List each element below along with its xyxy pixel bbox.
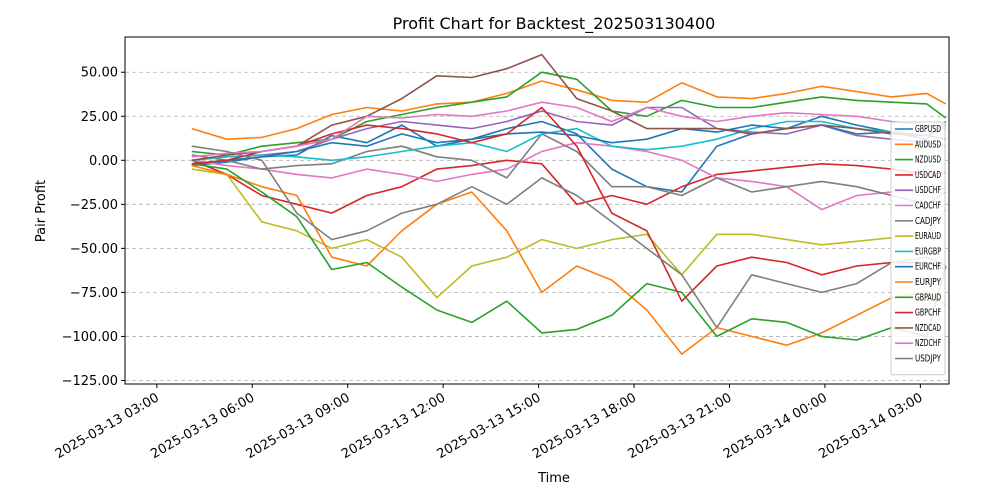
series-line-eurgbp bbox=[191, 120, 946, 162]
x-tick-label: 2025-03-13 12:00 bbox=[339, 390, 448, 462]
legend-label: NZDUSD bbox=[915, 155, 941, 166]
legend-label: USDCAD bbox=[915, 170, 941, 181]
y-tick-label: −25.00 bbox=[70, 198, 118, 213]
legend-label: EURJPY bbox=[915, 277, 942, 288]
legend-label: GBPAUD bbox=[915, 292, 941, 303]
legend-label: CADCHF bbox=[915, 201, 941, 212]
x-tick-label: 2025-03-13 09:00 bbox=[244, 390, 353, 462]
y-tick-label: 0.00 bbox=[89, 154, 118, 169]
plot-frame bbox=[124, 36, 950, 385]
legend-label: AUDUSD bbox=[915, 139, 941, 150]
legend-label: EURGBP bbox=[915, 246, 941, 257]
legend-label: NZDCAD bbox=[915, 323, 941, 334]
series-line-eurjpy bbox=[191, 164, 947, 355]
legend-label: CADJPY bbox=[915, 216, 942, 227]
series-line-usdjpy bbox=[191, 145, 947, 329]
series-line-usdcad bbox=[191, 159, 946, 214]
series-line-nzdusd bbox=[191, 71, 947, 156]
series-line-eurchf bbox=[191, 124, 947, 165]
series-line-audusd bbox=[191, 80, 947, 140]
y-tick-label: −75.00 bbox=[70, 286, 118, 301]
legend: GBPUSD AUDUSD NZDUSD USDCAD USDCHF CADCHF CADJ… bbox=[890, 121, 946, 376]
legend-label: GBPCHF bbox=[915, 308, 941, 319]
series-line-gbpaud bbox=[191, 163, 947, 341]
series-line-euraud bbox=[191, 168, 947, 299]
y-axis-ticks: 50.00 25.00 0.00 −25.00 −50.00 −75.00 −100.00 −… bbox=[62, 66, 125, 389]
x-axis-title: Time bbox=[537, 471, 570, 486]
legend-label: USDCHF bbox=[915, 185, 941, 196]
series-line-nzdcad bbox=[191, 53, 946, 162]
legend-label: GBPUSD bbox=[915, 124, 941, 135]
y-tick-label: −125.00 bbox=[62, 374, 118, 389]
series-line-cadchf bbox=[191, 141, 946, 211]
legend-label: NZDCHF bbox=[915, 338, 941, 349]
legend-label: EURAUD bbox=[915, 231, 941, 242]
x-tick-label: 2025-03-13 21:00 bbox=[626, 390, 735, 462]
x-tick-label: 2025-03-13 18:00 bbox=[530, 390, 639, 462]
legend-label: EURCHF bbox=[915, 262, 941, 273]
y-tick-label: −100.00 bbox=[62, 330, 118, 345]
y-tick-label: −50.00 bbox=[70, 242, 118, 257]
legend-box bbox=[890, 121, 946, 376]
series-line-nzdchf bbox=[191, 101, 946, 158]
series-line-cadjpy bbox=[191, 133, 947, 206]
plot-area bbox=[125, 37, 949, 384]
y-tick-label: 25.00 bbox=[81, 110, 118, 125]
x-tick-label: 2025-03-13 03:00 bbox=[53, 390, 162, 462]
series-line-gbpchf bbox=[191, 106, 947, 303]
legend-label: USDJPY bbox=[915, 354, 942, 365]
chart-title: Profit Chart for Backtest_202503130400 bbox=[393, 14, 716, 34]
x-tick-label: 2025-03-14 00:00 bbox=[721, 390, 830, 462]
y-axis-title: Pair Profit bbox=[34, 180, 49, 242]
y-tick-label: 50.00 bbox=[81, 66, 118, 81]
x-tick-label: 2025-03-14 03:00 bbox=[816, 390, 925, 462]
x-tick-label: 2025-03-13 15:00 bbox=[435, 390, 544, 462]
series-lines bbox=[191, 53, 947, 355]
x-tick-label: 2025-03-13 06:00 bbox=[148, 390, 257, 462]
